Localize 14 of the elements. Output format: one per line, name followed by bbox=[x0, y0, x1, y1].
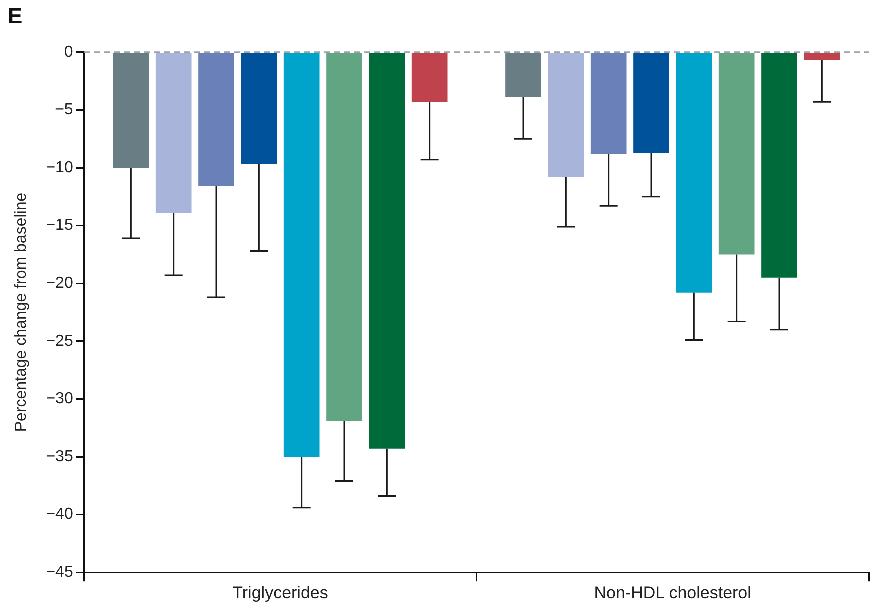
y-tick-label: −5 bbox=[55, 102, 74, 119]
y-tick-label: −20 bbox=[46, 275, 74, 292]
x-tick-label: Triglycerides bbox=[232, 583, 328, 602]
x-tick-label: Non-HDL cholesterol bbox=[594, 583, 752, 602]
y-tick-label: −10 bbox=[46, 159, 74, 176]
y-tick-label: −30 bbox=[46, 390, 74, 408]
y-tick-label: −45 bbox=[46, 564, 74, 582]
y-axis-title: Percentage change from baseline bbox=[13, 192, 30, 432]
y-tick-label: −15 bbox=[46, 217, 74, 234]
chart-title: E bbox=[8, 3, 23, 28]
y-tick-label: −35 bbox=[46, 448, 74, 466]
y-tick-label: −25 bbox=[46, 332, 74, 350]
y-tick-label: −40 bbox=[46, 506, 74, 524]
y-tick-label: 0 bbox=[64, 44, 74, 61]
